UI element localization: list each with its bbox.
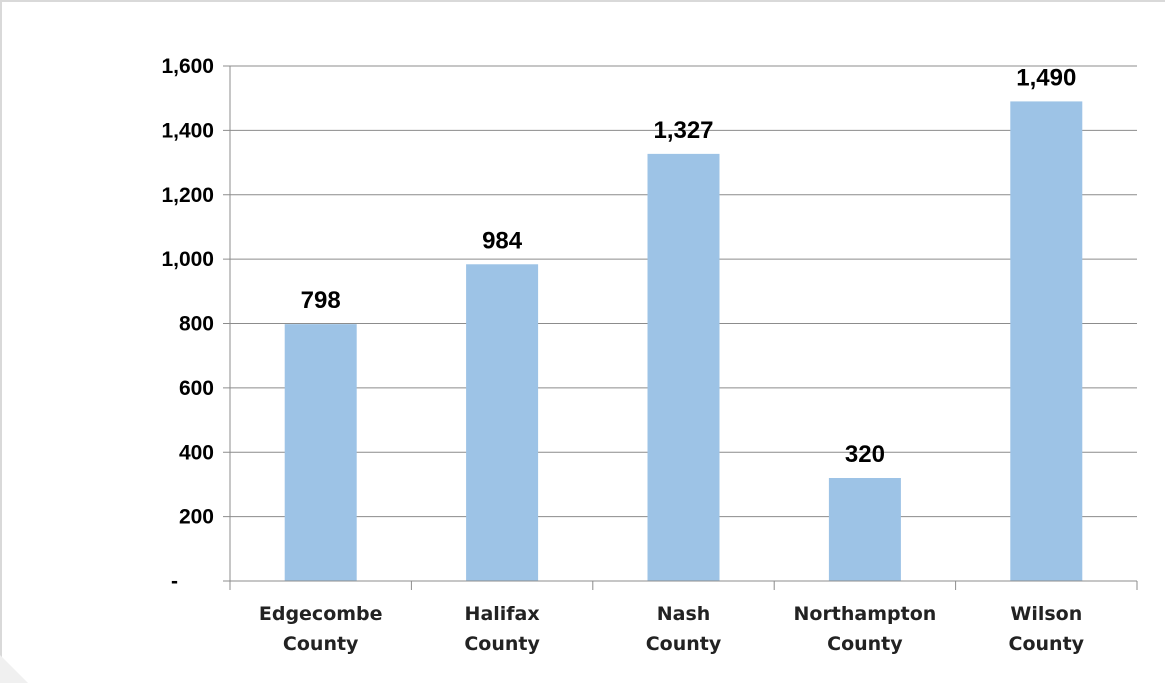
y-tick-label: 1,400 (161, 119, 214, 142)
page-corner-fold (0, 655, 28, 683)
x-tick-label: Northampton County (793, 603, 936, 655)
x-tick-label-line: County (827, 633, 903, 655)
x-tick-label: Halifax County (464, 603, 540, 655)
x-tick-label-line: Northampton (793, 603, 936, 625)
data-label: 984 (482, 227, 523, 254)
x-tick-label-line: County (1009, 633, 1085, 655)
x-tick-label-line: Edgecombe (259, 603, 383, 625)
data-label: 1,490 (1016, 64, 1076, 91)
data-label: 320 (845, 441, 885, 468)
data-label: 798 (301, 287, 341, 314)
y-tick-label: - (171, 570, 178, 593)
bar (284, 324, 357, 581)
y-tick-label: 1,600 (161, 55, 214, 78)
bar (828, 478, 901, 581)
x-tick-label: Wilson County (1009, 603, 1085, 655)
y-tick-label: 1,000 (161, 248, 214, 271)
x-tick-label-line: County (283, 633, 359, 655)
data-label: 1,327 (653, 117, 713, 144)
x-tick-label: Edgecombe County (259, 603, 383, 655)
bar (466, 264, 539, 581)
x-tick-label-line: Halifax (465, 603, 540, 625)
bar (647, 153, 720, 581)
bars (284, 101, 1083, 581)
x-tick-label: Nash County (646, 603, 722, 655)
x-tick-label-line: Nash (657, 603, 711, 625)
x-tick-label-line: Wilson (1010, 603, 1082, 625)
data-labels: 798 984 1,327 320 1,490 (301, 64, 1077, 468)
y-tick-label: 800 (179, 313, 214, 336)
x-tick-label-line: County (646, 633, 722, 655)
y-axis-tick-labels: - 200 400 600 800 1,000 1,200 1,400 1,600 (161, 55, 214, 593)
axes (223, 65, 1138, 590)
y-tick-label: 200 (179, 506, 214, 529)
y-tick-label: 1,200 (161, 184, 214, 207)
y-tick-label: 400 (179, 441, 214, 464)
x-tick-label-line: County (464, 633, 540, 655)
bar (1010, 101, 1083, 581)
y-tick-label: 600 (179, 377, 214, 400)
